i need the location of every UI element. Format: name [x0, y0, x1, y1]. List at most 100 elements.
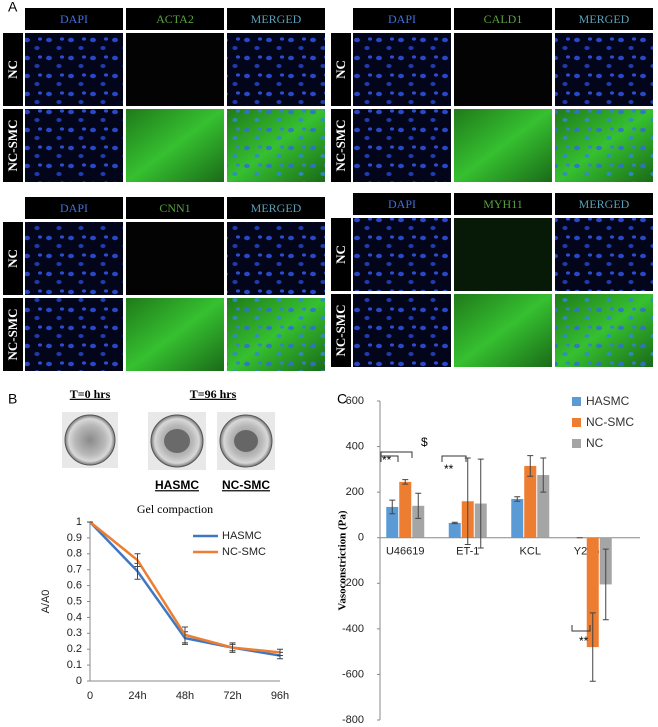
panel-a: DAPI ACTA2 MERGED NC NC-SMC DAPI CALD1 MERGED NC…	[3, 8, 653, 371]
row-label: NC	[5, 60, 20, 79]
bar	[399, 481, 412, 538]
y-tick-label: -200	[342, 577, 364, 589]
error-bar	[589, 612, 596, 682]
y-tick-label: 0.1	[67, 659, 82, 671]
bar	[524, 465, 537, 538]
error-bar	[389, 499, 396, 515]
time-label: T=96 hrs	[190, 387, 237, 401]
micrograph	[25, 298, 123, 371]
micrograph	[353, 109, 451, 182]
y-tick-label: 0.6	[67, 580, 82, 592]
panel-label: C	[337, 391, 347, 407]
legend-label: NC-SMC	[586, 415, 634, 429]
error-bar	[182, 626, 188, 644]
micrograph	[126, 33, 224, 106]
bar	[537, 475, 550, 538]
column-label: MYH11	[483, 197, 523, 211]
y-tick-label: 0.4	[67, 611, 82, 623]
row-header	[3, 222, 23, 295]
micrograph	[126, 298, 224, 371]
column-header	[454, 8, 552, 30]
bar-chart: Vasoconstriction (Pa) -800 -600 -400 -200 0 20…	[337, 394, 640, 726]
error-bar	[477, 458, 484, 549]
micrograph	[126, 222, 224, 295]
y-axis-title: Vasoconstriction (Pa)	[337, 510, 349, 610]
column-header	[353, 8, 451, 30]
column-label: MERGED	[251, 12, 302, 26]
y-tick-label: 0.5	[67, 595, 82, 607]
error-bar	[527, 455, 534, 477]
dish-label: HASMC	[155, 478, 199, 492]
column-header	[227, 197, 325, 219]
chart-title: Gel compaction	[137, 502, 213, 516]
row-header	[331, 294, 351, 367]
legend-label: HASMC	[222, 530, 262, 542]
row-label: NC-SMC	[333, 305, 348, 357]
bar	[448, 522, 461, 538]
error-bar	[514, 496, 521, 502]
micrograph-overlay	[227, 109, 325, 182]
legend-swatch	[572, 439, 581, 448]
x-tick-label: 24h	[128, 690, 146, 702]
micrograph-overlay	[555, 294, 653, 367]
micrograph	[454, 218, 552, 291]
micrograph	[454, 33, 552, 106]
x-tick-label: 0	[87, 690, 93, 702]
annotation: **	[444, 462, 454, 476]
y-tick-label: -800	[342, 714, 364, 726]
x-tick-label: ET-1	[456, 546, 479, 558]
micrograph	[126, 109, 224, 182]
y-tick-label: 400	[346, 440, 364, 452]
micrograph	[555, 33, 653, 106]
x-tick-label: 72h	[223, 690, 241, 702]
row-header	[3, 109, 23, 182]
x-tick-label: KCL	[520, 546, 541, 558]
row-label: NC-SMC	[333, 120, 348, 172]
bar	[412, 505, 425, 538]
column-label: MERGED	[579, 12, 630, 26]
dish	[64, 414, 116, 466]
column-header	[126, 8, 224, 30]
column-header	[555, 193, 653, 215]
row-header	[331, 218, 351, 291]
error-bar	[602, 548, 609, 621]
y-tick-label: -600	[342, 668, 364, 680]
micrograph	[227, 33, 325, 106]
micrograph-overlay	[227, 298, 325, 371]
error-bar	[451, 521, 458, 525]
x-tick-label: U46619	[386, 546, 425, 558]
micrograph	[353, 294, 451, 367]
y-axis-title: A/A0	[40, 590, 52, 614]
legend-label: HASMC	[586, 394, 630, 408]
annotation: $	[421, 435, 428, 449]
column-label: CALD1	[484, 12, 523, 26]
y-tick-label: -400	[342, 623, 364, 635]
y-tick-label: 600	[346, 395, 364, 407]
micrograph	[353, 33, 451, 106]
bar	[586, 537, 599, 648]
row-header	[331, 33, 351, 106]
column-label: MERGED	[579, 197, 630, 211]
gel	[164, 429, 190, 453]
micrograph	[353, 218, 451, 291]
legend-swatch	[572, 418, 581, 427]
bar	[511, 498, 524, 538]
column-label: DAPI	[388, 197, 416, 211]
panel-label: A	[8, 0, 18, 15]
micrograph	[25, 33, 123, 106]
row-label: NC	[333, 60, 348, 79]
y-tick-label: 0	[358, 532, 364, 544]
error-bar	[402, 479, 409, 485]
x-tick-label: 48h	[176, 690, 194, 702]
y-tick-label: 0.9	[67, 532, 82, 544]
legend-swatch	[572, 397, 581, 406]
time-label: T=0 hrs	[70, 387, 111, 401]
column-label: DAPI	[60, 201, 88, 215]
column-header	[454, 193, 552, 215]
column-label: DAPI	[60, 12, 88, 26]
micrograph	[227, 222, 325, 295]
row-header	[3, 33, 23, 106]
column-header	[25, 8, 123, 30]
row-header	[331, 109, 351, 182]
